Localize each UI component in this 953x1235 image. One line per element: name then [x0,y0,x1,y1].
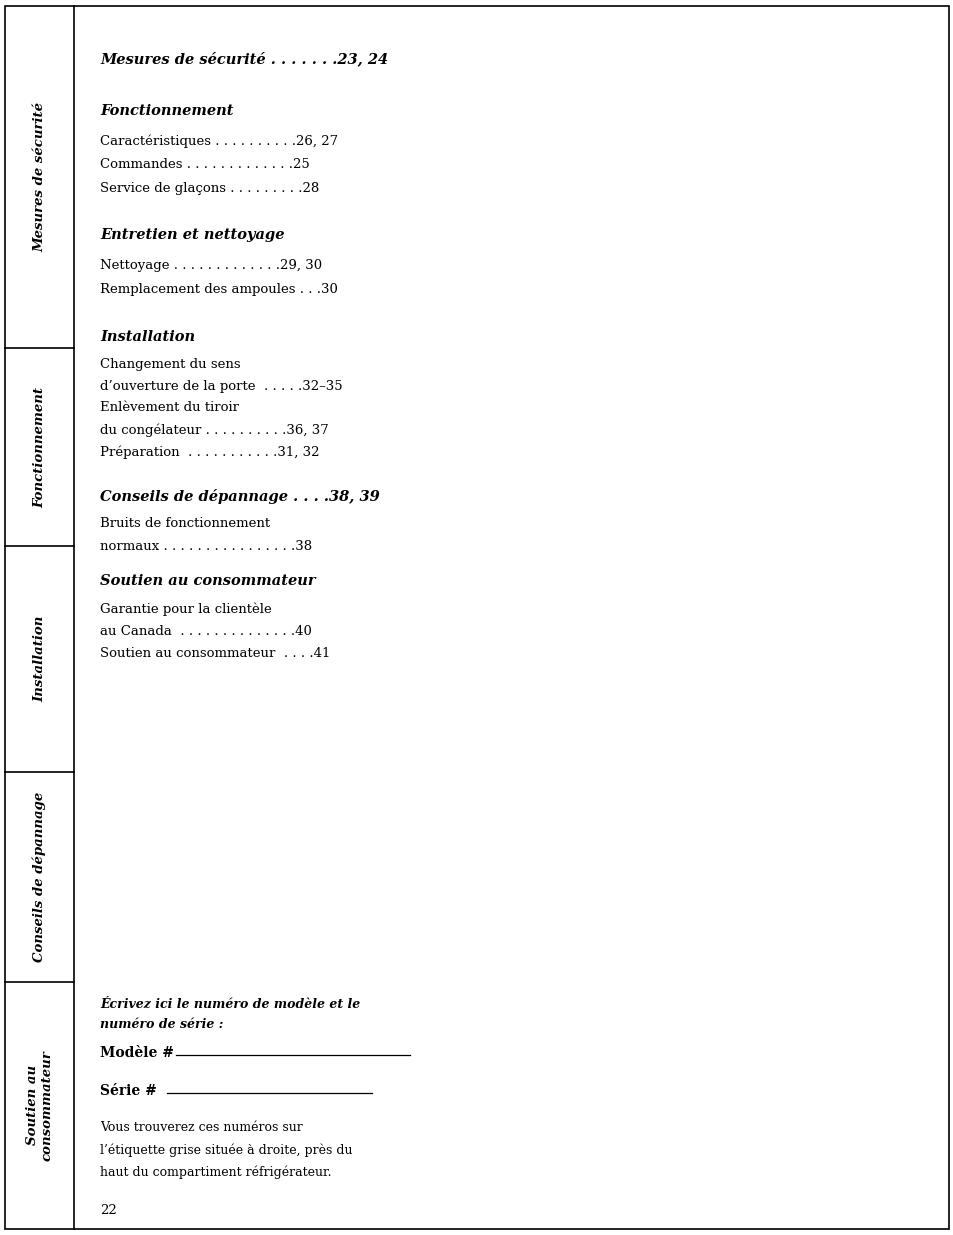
Text: du congélateur . . . . . . . . . .36, 37: du congélateur . . . . . . . . . .36, 37 [100,424,329,437]
Text: haut du compartiment réfrigérateur.: haut du compartiment réfrigérateur. [100,1166,332,1179]
Text: Entretien et nettoyage: Entretien et nettoyage [100,228,284,242]
Text: Conseils de dépannage: Conseils de dépannage [32,792,47,962]
Text: Soutien au
consommateur: Soutien au consommateur [26,1050,53,1161]
Text: Enlèvement du tiroir: Enlèvement du tiroir [100,401,239,415]
Text: Soutien au consommateur: Soutien au consommateur [100,574,315,588]
Text: Fonctionnement: Fonctionnement [33,387,46,508]
Text: 22: 22 [100,1204,117,1218]
Text: Changement du sens: Changement du sens [100,358,240,372]
Text: Nettoyage . . . . . . . . . . . . .29, 30: Nettoyage . . . . . . . . . . . . .29, 3… [100,259,322,273]
Text: Caractéristiques . . . . . . . . . .26, 27: Caractéristiques . . . . . . . . . .26, … [100,135,338,148]
Text: Service de glaçons . . . . . . . . .28: Service de glaçons . . . . . . . . .28 [100,182,319,195]
Text: l’étiquette grise située à droite, près du: l’étiquette grise située à droite, près … [100,1144,353,1157]
Text: Installation: Installation [100,330,195,343]
Text: Série #: Série # [100,1084,167,1098]
Text: Commandes . . . . . . . . . . . . .25: Commandes . . . . . . . . . . . . .25 [100,158,310,172]
Text: Mesures de sécurité . . . . . . .23, 24: Mesures de sécurité . . . . . . .23, 24 [100,52,388,67]
Text: Bruits de fonctionnement: Bruits de fonctionnement [100,517,270,531]
Text: numéro de série :: numéro de série : [100,1018,223,1031]
Text: Écrivez ici le numéro de modèle et le: Écrivez ici le numéro de modèle et le [100,998,360,1011]
Text: Vous trouverez ces numéros sur: Vous trouverez ces numéros sur [100,1121,303,1135]
Text: Remplacement des ampoules . . .30: Remplacement des ampoules . . .30 [100,283,337,296]
Text: normaux . . . . . . . . . . . . . . . .38: normaux . . . . . . . . . . . . . . . .3… [100,540,312,553]
Text: Conseils de dépannage . . . .38, 39: Conseils de dépannage . . . .38, 39 [100,489,379,504]
Text: d’ouverture de la porte  . . . . .32–35: d’ouverture de la porte . . . . .32–35 [100,380,342,394]
Text: Fonctionnement: Fonctionnement [100,104,233,117]
Text: Garantie pour la clientèle: Garantie pour la clientèle [100,603,272,616]
Text: Modèle #: Modèle # [100,1046,174,1060]
Text: Installation: Installation [33,616,46,701]
Text: Soutien au consommateur  . . . .41: Soutien au consommateur . . . .41 [100,647,330,661]
Text: Préparation  . . . . . . . . . . .31, 32: Préparation . . . . . . . . . . .31, 32 [100,446,319,459]
Text: au Canada  . . . . . . . . . . . . . .40: au Canada . . . . . . . . . . . . . .40 [100,625,312,638]
Text: Mesures de sécurité: Mesures de sécurité [33,103,46,252]
